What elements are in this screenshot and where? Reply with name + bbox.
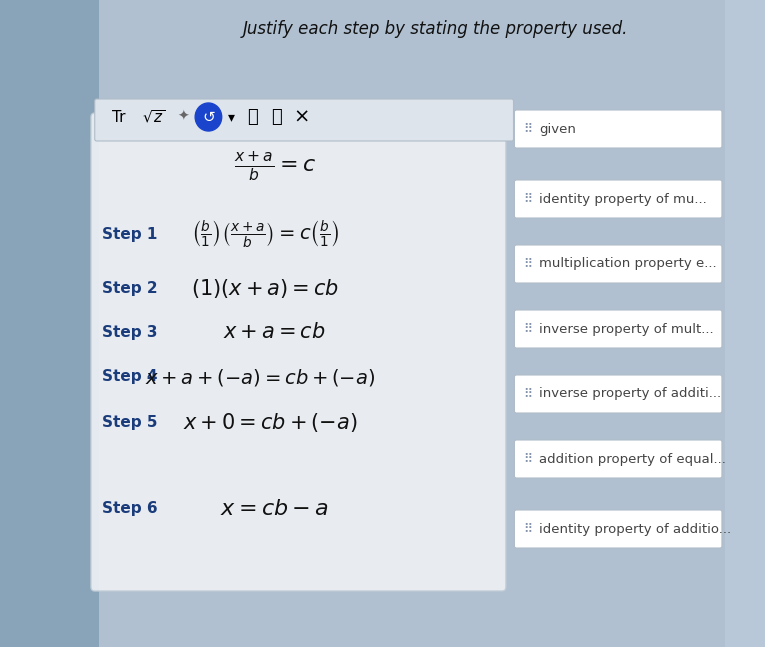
Text: ⠿: ⠿ bbox=[523, 523, 532, 536]
FancyBboxPatch shape bbox=[514, 510, 722, 548]
Text: Step 5: Step 5 bbox=[103, 415, 158, 430]
Text: $x + a + (-a) = cb + (-a)$: $x + a + (-a) = cb + (-a)$ bbox=[145, 366, 376, 388]
Text: $\sqrt{z}$: $\sqrt{z}$ bbox=[142, 109, 165, 126]
Text: ✦: ✦ bbox=[177, 110, 189, 124]
Text: ⠿: ⠿ bbox=[523, 193, 532, 206]
FancyBboxPatch shape bbox=[0, 0, 99, 647]
Text: Justify each step by stating the property used.: Justify each step by stating the propert… bbox=[243, 20, 629, 38]
Text: $\left(\frac{b}{1}\right)\left(\frac{x+a}{b}\right) = c\left(\frac{b}{1}\right)$: $\left(\frac{b}{1}\right)\left(\frac{x+a… bbox=[191, 218, 340, 250]
Text: $x = cb - a$: $x = cb - a$ bbox=[220, 499, 329, 519]
Text: ⠿: ⠿ bbox=[523, 122, 532, 135]
FancyBboxPatch shape bbox=[514, 440, 722, 478]
FancyBboxPatch shape bbox=[514, 310, 722, 348]
Text: $\frac{x+a}{b} = c$: $\frac{x+a}{b} = c$ bbox=[233, 151, 316, 184]
Text: Step 4: Step 4 bbox=[103, 369, 158, 384]
Text: Tr: Tr bbox=[112, 109, 125, 124]
Text: ▾: ▾ bbox=[228, 110, 235, 124]
Text: $x + a = cb$: $x + a = cb$ bbox=[223, 322, 326, 342]
Text: addition property of equal...: addition property of equal... bbox=[539, 452, 726, 465]
Text: Step 3: Step 3 bbox=[103, 325, 158, 340]
Text: ⌢: ⌢ bbox=[248, 108, 259, 126]
Text: identity property of additio...: identity property of additio... bbox=[539, 523, 731, 536]
Text: ⠿: ⠿ bbox=[523, 258, 532, 270]
Text: ⠿: ⠿ bbox=[523, 452, 532, 465]
Text: ↺: ↺ bbox=[202, 109, 215, 124]
Text: inverse property of mult...: inverse property of mult... bbox=[539, 322, 714, 336]
Text: ⠿: ⠿ bbox=[523, 388, 532, 400]
Text: $(1)(x+a) = cb$: $(1)(x+a) = cb$ bbox=[191, 278, 339, 300]
Circle shape bbox=[195, 103, 222, 131]
FancyBboxPatch shape bbox=[95, 99, 513, 141]
FancyBboxPatch shape bbox=[0, 0, 724, 647]
FancyBboxPatch shape bbox=[514, 180, 722, 218]
FancyBboxPatch shape bbox=[514, 245, 722, 283]
Text: ×: × bbox=[293, 107, 310, 127]
FancyBboxPatch shape bbox=[91, 113, 506, 591]
Text: ⌢: ⌢ bbox=[272, 108, 282, 126]
Text: ⠿: ⠿ bbox=[523, 322, 532, 336]
Text: multiplication property e...: multiplication property e... bbox=[539, 258, 717, 270]
FancyBboxPatch shape bbox=[514, 110, 722, 148]
FancyBboxPatch shape bbox=[514, 375, 722, 413]
Text: identity property of mu...: identity property of mu... bbox=[539, 193, 707, 206]
Text: Step 2: Step 2 bbox=[103, 281, 158, 296]
Text: given: given bbox=[539, 122, 576, 135]
Text: $x + 0 = cb + (-a)$: $x + 0 = cb + (-a)$ bbox=[183, 410, 357, 433]
Text: Step 1: Step 1 bbox=[103, 226, 158, 241]
Text: Step 6: Step 6 bbox=[103, 501, 158, 516]
Text: inverse property of additi...: inverse property of additi... bbox=[539, 388, 721, 400]
